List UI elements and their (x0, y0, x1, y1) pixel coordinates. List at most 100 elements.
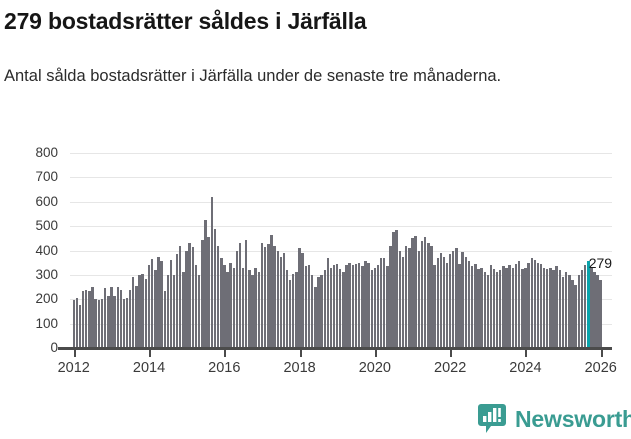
bar (210, 196, 214, 348)
bar (88, 290, 91, 348)
bar (160, 261, 163, 348)
bar (251, 274, 254, 348)
bar (273, 245, 276, 348)
bar (110, 287, 113, 348)
bar (78, 305, 82, 348)
bar (235, 250, 238, 348)
bar (577, 274, 581, 348)
bar (107, 295, 110, 348)
bar (420, 240, 424, 348)
x-axis-tick (525, 350, 528, 357)
bar (295, 272, 298, 348)
page-subtitle: Antal sålda bostadsrätter i Järfälla und… (4, 67, 502, 85)
newsworthy-logo[interactable]: Newsworthy (478, 403, 631, 435)
bar (119, 289, 123, 348)
x-axis-tick (149, 350, 152, 357)
bar (97, 300, 101, 348)
y-axis-tick-label: 600 (35, 193, 58, 209)
bar (282, 252, 285, 348)
bar (329, 267, 333, 348)
bar (185, 250, 188, 348)
bar (583, 265, 587, 348)
bar (354, 263, 358, 348)
bar (474, 263, 477, 348)
bar (241, 267, 245, 348)
bar (135, 285, 138, 348)
bar (486, 274, 489, 348)
plot-area (70, 153, 612, 348)
bar (587, 261, 590, 348)
bar (386, 266, 389, 348)
bar (260, 243, 264, 348)
bar (270, 234, 273, 348)
bar (458, 263, 461, 348)
bar (543, 267, 546, 348)
bar (291, 273, 295, 348)
bar (182, 272, 185, 348)
gridline (70, 201, 612, 203)
y-axis-tick-label: 800 (35, 145, 58, 160)
bar (593, 272, 596, 348)
bar (232, 267, 235, 348)
bar (480, 267, 483, 348)
bar (116, 287, 120, 348)
bar (213, 228, 217, 348)
bar (455, 248, 458, 348)
bar (326, 257, 330, 348)
bar (94, 299, 97, 348)
bar (404, 245, 408, 348)
bar (401, 256, 405, 348)
bar (417, 250, 421, 348)
bar (301, 252, 304, 348)
bar (489, 265, 493, 348)
bar (367, 262, 370, 348)
bar (546, 268, 549, 348)
bar (72, 300, 75, 348)
bar (411, 238, 414, 348)
bar-chart: 0 100 200 300 400 500 600 700 800 2012 2014 2016 20… (0, 140, 631, 390)
bar (536, 262, 540, 348)
x-axis-tick (224, 350, 227, 357)
bar (364, 261, 367, 348)
bar (81, 290, 85, 348)
bar (383, 257, 386, 348)
bar (226, 272, 229, 348)
bar (540, 263, 543, 348)
y-axis-tick-label: 100 (35, 315, 58, 331)
bar (514, 263, 518, 348)
bar (574, 284, 577, 348)
bar (445, 262, 449, 348)
bar (216, 245, 220, 348)
x-axis-tick (600, 350, 603, 357)
bar (314, 287, 317, 348)
bar (304, 266, 308, 348)
bar (75, 298, 78, 348)
x-axis-line (58, 347, 612, 350)
bar (157, 256, 160, 348)
bar (342, 272, 345, 348)
bar (122, 299, 126, 348)
y-axis-tick-label: 300 (35, 266, 58, 282)
bar (439, 252, 442, 348)
bar (580, 270, 584, 348)
bar (197, 274, 201, 348)
x-axis-tick-label: 2024 (509, 360, 542, 376)
bar (398, 250, 402, 348)
bar (517, 261, 521, 348)
bar (389, 245, 392, 348)
x-axis-tick-label: 2026 (584, 360, 617, 376)
bar (257, 272, 261, 348)
bar (345, 265, 348, 348)
bar (571, 279, 574, 348)
bar (150, 259, 154, 348)
bar (248, 270, 251, 348)
bar (361, 266, 364, 348)
bar (568, 274, 571, 348)
brand-name: Newsworthy (515, 406, 631, 432)
bar (505, 267, 508, 348)
x-axis-tick (374, 350, 377, 357)
bar (357, 262, 361, 348)
bar (317, 277, 320, 348)
bar (163, 290, 167, 348)
bar (492, 268, 496, 348)
